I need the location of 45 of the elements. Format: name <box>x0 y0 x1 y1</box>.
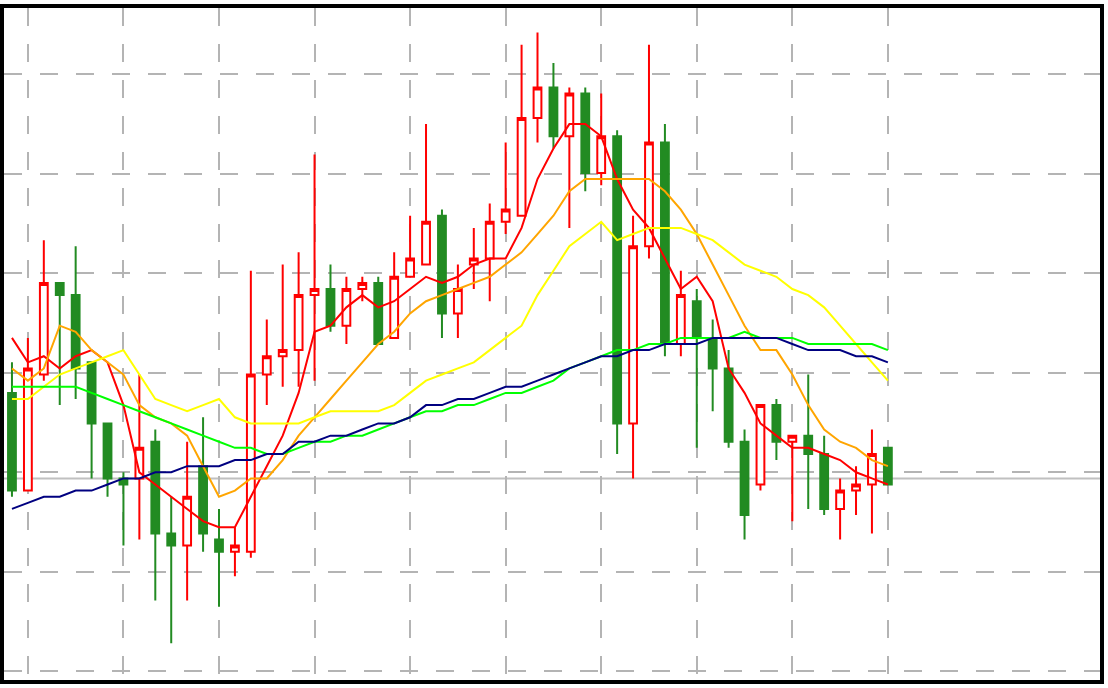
candlestick <box>166 495 177 645</box>
candlestick <box>7 361 17 498</box>
candlestick <box>500 141 511 236</box>
candlestick <box>691 288 702 449</box>
candlestick <box>38 239 49 382</box>
candlestick <box>198 416 208 553</box>
candlestick <box>771 397 782 462</box>
candlestick <box>787 434 798 523</box>
candlestick <box>405 214 415 278</box>
candlestick <box>548 61 559 150</box>
candlestick <box>102 422 113 498</box>
candlestick <box>612 129 623 455</box>
candlestick <box>739 428 750 541</box>
candlestick <box>293 251 304 388</box>
candlestick <box>707 318 718 413</box>
candlestick <box>214 507 224 608</box>
candlestick <box>437 208 447 339</box>
candlestick <box>325 263 336 333</box>
candlestick <box>835 477 845 541</box>
candlestick <box>118 471 129 547</box>
candlestick <box>86 361 97 480</box>
candlestick <box>819 434 830 517</box>
candlestick <box>357 275 368 303</box>
candlestick <box>452 263 463 339</box>
candlestick <box>421 123 431 266</box>
candlestick <box>70 245 81 400</box>
candlestick <box>882 446 893 486</box>
candlestick <box>628 214 638 480</box>
candlestick <box>341 275 352 345</box>
candlestick <box>851 465 861 517</box>
candlestick <box>277 263 288 388</box>
candlestick <box>803 373 814 510</box>
candlestick <box>261 318 272 407</box>
candlestick <box>723 349 734 449</box>
candlestick <box>22 336 33 492</box>
candlestick <box>373 275 384 345</box>
candlestick <box>484 202 495 303</box>
candlestick <box>660 123 670 358</box>
candlestick <box>675 269 686 358</box>
candlestick <box>54 281 65 407</box>
candlestick <box>150 428 161 602</box>
candlestick <box>532 31 543 144</box>
candlestick <box>389 251 400 339</box>
candlestick <box>468 226 479 291</box>
candlestick <box>580 86 591 193</box>
